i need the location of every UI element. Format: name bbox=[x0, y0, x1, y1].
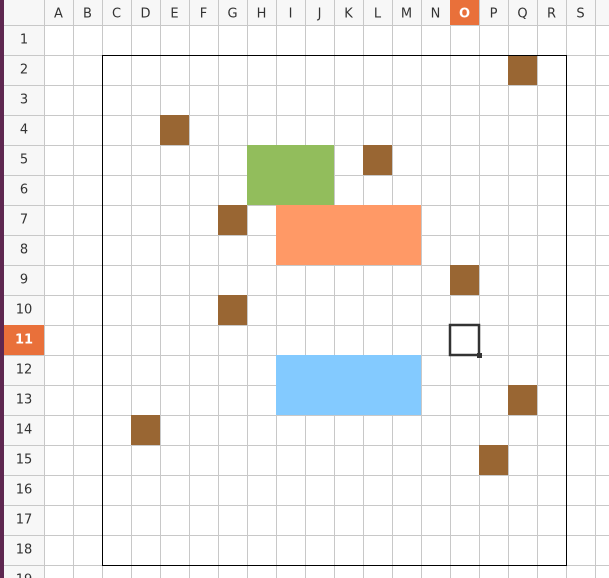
column-header[interactable]: O bbox=[459, 7, 470, 22]
row-header[interactable]: 14 bbox=[16, 423, 33, 438]
row-header[interactable]: 18 bbox=[16, 543, 33, 558]
row-header-bar bbox=[4, 0, 44, 578]
cell-fill bbox=[508, 55, 537, 85]
headers: A B C D E F G H I J K L M N O P Q R S123456789101112131415… bbox=[4, 0, 609, 578]
cell-cursor[interactable] bbox=[448, 323, 481, 357]
row-header[interactable]: 16 bbox=[16, 483, 33, 498]
cell-fill bbox=[131, 415, 160, 445]
column-header[interactable]: E bbox=[170, 7, 178, 22]
row-header[interactable]: 3 bbox=[20, 93, 28, 108]
row-header[interactable]: 17 bbox=[16, 513, 33, 528]
row-header[interactable]: 13 bbox=[16, 393, 33, 408]
window-edge bbox=[0, 0, 4, 578]
column-header[interactable]: I bbox=[289, 7, 293, 22]
cell-fill bbox=[218, 295, 247, 325]
range-border bbox=[102, 55, 567, 566]
row-header[interactable]: 12 bbox=[16, 363, 33, 378]
row-header[interactable]: 10 bbox=[16, 303, 33, 318]
cell-fill bbox=[247, 145, 334, 205]
cell-fill bbox=[450, 265, 479, 295]
cell-fill bbox=[276, 205, 421, 265]
row-header[interactable]: 9 bbox=[20, 273, 28, 288]
row-header[interactable]: 6 bbox=[20, 183, 28, 198]
row-header[interactable]: 2 bbox=[20, 63, 28, 78]
active-row-header bbox=[4, 325, 44, 355]
cell-fill bbox=[218, 205, 247, 235]
column-header[interactable]: G bbox=[227, 7, 237, 22]
column-header[interactable]: J bbox=[317, 7, 322, 22]
column-header[interactable]: H bbox=[257, 7, 267, 22]
column-header[interactable]: Q bbox=[517, 7, 527, 22]
cell-fill bbox=[508, 385, 537, 415]
fill-handle[interactable] bbox=[477, 353, 482, 358]
column-header[interactable]: S bbox=[576, 7, 584, 22]
cell-fill bbox=[160, 115, 189, 145]
column-header[interactable]: L bbox=[374, 7, 382, 22]
row-header[interactable]: 7 bbox=[20, 213, 28, 228]
column-header[interactable]: M bbox=[401, 7, 412, 22]
row-header[interactable]: 8 bbox=[20, 243, 28, 258]
cell-fill bbox=[276, 355, 421, 415]
column-header[interactable]: A bbox=[54, 7, 63, 22]
column-header[interactable]: R bbox=[547, 7, 556, 22]
row-header[interactable]: 5 bbox=[20, 153, 28, 168]
active-column-header bbox=[450, 0, 479, 25]
cell-fill bbox=[479, 445, 508, 475]
cell-fill bbox=[363, 145, 392, 175]
row-header[interactable]: 11 bbox=[15, 333, 33, 348]
column-header[interactable]: D bbox=[140, 7, 150, 22]
cell-fills bbox=[102, 55, 567, 566]
row-header[interactable]: 1 bbox=[20, 33, 28, 48]
row-header[interactable]: 15 bbox=[16, 453, 33, 468]
column-header[interactable]: C bbox=[112, 7, 121, 22]
column-header[interactable]: B bbox=[83, 7, 92, 22]
column-header[interactable]: P bbox=[490, 7, 498, 22]
column-header[interactable]: K bbox=[344, 7, 353, 22]
column-header[interactable]: F bbox=[200, 7, 207, 22]
column-header[interactable]: N bbox=[431, 7, 441, 22]
row-header[interactable]: 19 bbox=[16, 573, 33, 578]
row-header[interactable]: 4 bbox=[20, 123, 28, 138]
